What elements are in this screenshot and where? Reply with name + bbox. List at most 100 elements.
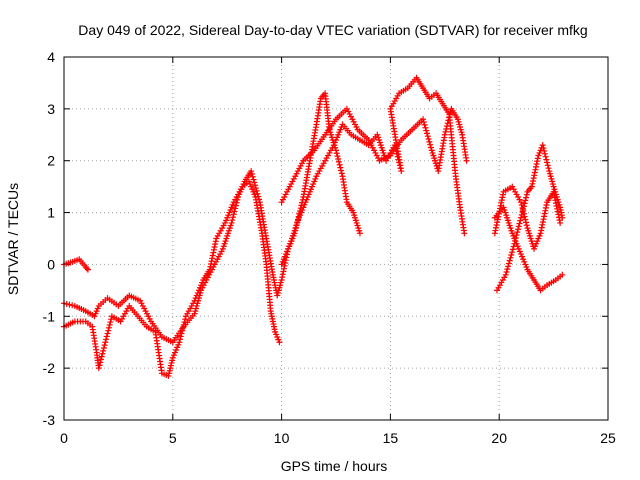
- data-point: [424, 133, 431, 140]
- data-point: [420, 119, 427, 126]
- data-point: [335, 155, 342, 162]
- data-point: [423, 127, 430, 134]
- data-point: [96, 362, 103, 369]
- y-tick-label: 2: [47, 153, 55, 169]
- series-track-h: [491, 183, 564, 252]
- data-point: [250, 176, 257, 183]
- data-point: [180, 321, 187, 328]
- data-point: [425, 136, 432, 143]
- data-point: [103, 336, 110, 343]
- series-track-f: [491, 204, 566, 294]
- data-point: [514, 229, 521, 236]
- data-point: [106, 321, 113, 328]
- data-point: [517, 217, 524, 224]
- data-point: [443, 123, 450, 130]
- data-point: [508, 252, 515, 258]
- data-point: [540, 145, 547, 152]
- data-point: [177, 336, 184, 343]
- series-track-b: [61, 90, 363, 346]
- data-point: [523, 219, 530, 226]
- data-point: [97, 356, 104, 363]
- data-point: [502, 271, 509, 278]
- data-point: [231, 208, 238, 215]
- plot-frame: [63, 56, 609, 421]
- data-point: [461, 230, 468, 237]
- x-tick-label: 20: [491, 430, 507, 446]
- data-point: [251, 179, 258, 186]
- data-point: [253, 187, 260, 194]
- data-point: [559, 271, 566, 278]
- data-point: [179, 327, 186, 334]
- y-tick-label: 3: [47, 101, 55, 117]
- data-point: [539, 142, 546, 149]
- data-point: [105, 327, 112, 334]
- chart-title: Day 049 of 2022, Sidereal Day-to-day VTE…: [78, 22, 587, 38]
- data-point: [84, 266, 91, 273]
- data-point: [517, 214, 524, 221]
- data-point: [101, 342, 108, 349]
- x-tick-label: 15: [383, 430, 399, 446]
- data-point: [517, 199, 524, 206]
- data-point: [335, 158, 342, 165]
- series-track-g: [494, 142, 566, 294]
- data-point: [230, 211, 237, 218]
- data-point: [544, 162, 551, 169]
- data-point: [232, 202, 239, 209]
- data-point: [516, 220, 523, 227]
- data-point: [509, 249, 516, 256]
- data-point: [102, 339, 109, 346]
- data-point: [505, 260, 512, 267]
- data-point: [515, 226, 522, 233]
- data-point: [63, 300, 70, 307]
- data-point: [513, 232, 520, 239]
- data-point: [178, 330, 185, 337]
- data-point: [427, 141, 434, 148]
- data-point: [463, 157, 470, 164]
- y-tick-label: 4: [47, 49, 55, 65]
- data-point: [337, 164, 344, 171]
- data-point: [503, 268, 510, 275]
- data-point: [182, 316, 189, 323]
- data-point: [544, 159, 551, 166]
- data-point: [276, 339, 283, 346]
- data-point: [506, 257, 513, 264]
- series-track-e: [278, 105, 470, 206]
- data-point: [542, 153, 549, 160]
- data-point: [333, 150, 340, 157]
- data-point: [520, 210, 527, 217]
- data-point: [422, 124, 429, 131]
- data-point: [522, 197, 529, 204]
- grid: [64, 57, 608, 420]
- data-point: [252, 182, 259, 189]
- series-track-c: [61, 178, 283, 379]
- data-point: [557, 219, 564, 226]
- data-point: [446, 114, 453, 121]
- data-point: [444, 120, 451, 127]
- data-point: [520, 207, 527, 214]
- data-point: [97, 359, 104, 366]
- data-point: [541, 150, 548, 157]
- data-point: [104, 330, 111, 337]
- data-point: [254, 190, 261, 197]
- data-point: [421, 121, 428, 128]
- data-point: [426, 138, 433, 145]
- data-point: [230, 214, 237, 221]
- data-point: [523, 191, 530, 198]
- data-point: [541, 147, 548, 154]
- x-tick-label: 10: [274, 430, 290, 446]
- y-tick-label: 0: [47, 256, 55, 272]
- data-point: [83, 265, 90, 272]
- data-point: [523, 222, 530, 229]
- x-tick-label: 25: [600, 430, 616, 446]
- data-point: [100, 344, 107, 351]
- data-point: [338, 167, 345, 174]
- data-point: [420, 116, 427, 123]
- data-point: [515, 223, 522, 230]
- data-point: [69, 302, 76, 309]
- data-point: [98, 353, 105, 360]
- data-point: [103, 333, 110, 340]
- data-point: [333, 147, 339, 154]
- data-point: [179, 324, 186, 331]
- y-tick-label: -2: [43, 360, 56, 376]
